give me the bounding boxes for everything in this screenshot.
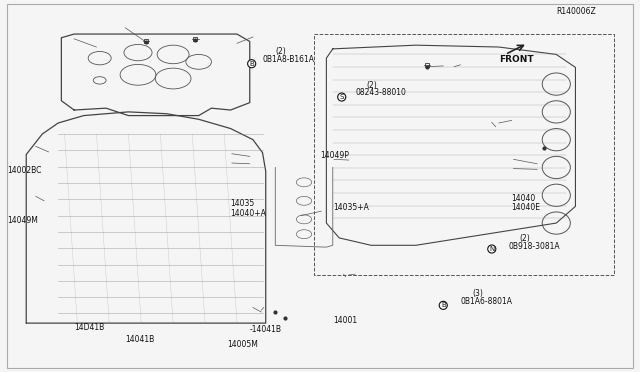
- Text: R140006Z: R140006Z: [556, 7, 596, 16]
- Text: 14005M: 14005M: [227, 340, 259, 349]
- Text: B: B: [250, 61, 254, 67]
- Text: 14040E: 14040E: [511, 203, 541, 212]
- Text: 0B918-3081A: 0B918-3081A: [508, 242, 560, 251]
- Text: -14041B: -14041B: [250, 325, 282, 334]
- Text: 0B1A8-B161A: 0B1A8-B161A: [262, 55, 314, 64]
- Text: FRONT: FRONT: [499, 55, 533, 64]
- Text: S: S: [340, 94, 344, 100]
- Text: 14041B: 14041B: [125, 334, 154, 343]
- Text: 14002BC: 14002BC: [7, 166, 42, 175]
- Text: (2): (2): [519, 234, 530, 243]
- Text: (2): (2): [366, 81, 377, 90]
- Text: 14035+A: 14035+A: [333, 203, 369, 212]
- Text: 14049M: 14049M: [7, 216, 38, 225]
- Text: N: N: [489, 246, 495, 252]
- Text: 14049P: 14049P: [320, 151, 349, 160]
- Text: 14035: 14035: [230, 199, 255, 208]
- Text: 14D41B: 14D41B: [74, 323, 104, 333]
- Text: 08243-88010: 08243-88010: [355, 88, 406, 97]
- Text: 0B1A6-8801A: 0B1A6-8801A: [461, 298, 513, 307]
- Text: 14001: 14001: [333, 316, 357, 325]
- Text: (2): (2): [275, 47, 286, 56]
- Text: B: B: [441, 302, 445, 308]
- Text: 14040+A: 14040+A: [230, 208, 266, 218]
- Text: (3): (3): [472, 289, 483, 298]
- Text: 14040: 14040: [511, 194, 536, 203]
